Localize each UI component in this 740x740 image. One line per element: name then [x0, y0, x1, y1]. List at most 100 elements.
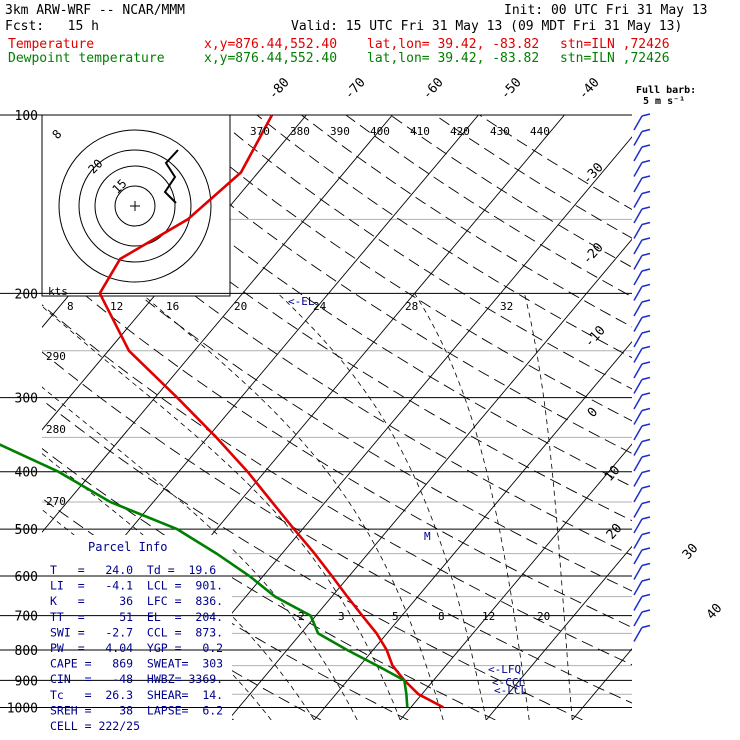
wind-barb-staff	[633, 472, 643, 487]
mixing-ratio-label-bottom: 2	[298, 610, 305, 623]
isotherm	[485, 545, 632, 720]
mixing-ratio-label-top: 12	[110, 300, 123, 313]
barb-legend-line2: 5 m s⁻¹	[643, 96, 685, 107]
wind-barb-flag	[641, 469, 651, 474]
isotherm-label-right: -30	[580, 160, 607, 187]
isotherm-label-top: -50	[498, 75, 525, 102]
wind-barb-flag	[641, 113, 651, 117]
legend-temperature: Temperature	[8, 37, 95, 52]
wind-barb-flag	[641, 159, 651, 164]
dry-adiabat	[42, 304, 632, 666]
isotherm	[313, 340, 632, 720]
dew-latlon: lat,lon= 39.42, -83.82	[367, 51, 540, 66]
isotherm	[42, 115, 393, 533]
wind-barb-staff	[633, 208, 643, 224]
pressure-tick-label: 900	[15, 674, 38, 689]
wind-barb-staff	[633, 534, 643, 549]
init-time: Init: 00 UTC Fri 31 May 13	[504, 3, 708, 18]
theta-label: 400	[370, 125, 390, 138]
hodograph	[58, 129, 212, 283]
wind-barb-flag	[641, 299, 651, 303]
parcel-info-row: SREH = 38 LAPSE= 6.2	[50, 703, 223, 717]
parcel-info-row: SWI = -2.7 CCL = 873.	[50, 625, 223, 639]
isotherm-label-top: -40	[576, 75, 603, 102]
mixing-ratio-label-bottom: 20	[537, 610, 550, 623]
profile-dewpoint-temperature	[0, 443, 409, 708]
pressure-tick-label: 400	[15, 466, 38, 481]
parcel-info-row: K = 36 LFC = 836.	[50, 594, 223, 608]
wind-barb-staff	[633, 611, 643, 627]
moist-adiabat	[524, 293, 573, 720]
m-marker: M	[424, 530, 431, 543]
dry-adiabat	[42, 399, 583, 720]
parcel-info-row: CAPE = 869 SWEAT= 303	[50, 657, 223, 671]
wind-barb-staff	[633, 177, 643, 193]
theta-label-left: 270	[46, 495, 66, 508]
wind-barb-staff	[633, 193, 643, 208]
wind-barb-flag	[641, 438, 651, 443]
isotherm-label-right: 20	[604, 521, 626, 543]
moist-adiabat	[277, 293, 487, 720]
moist-adiabat	[414, 293, 530, 720]
wind-barb-flag	[641, 144, 651, 148]
pressure-tick-label: 700	[15, 610, 38, 625]
wind-barb-flag	[641, 624, 651, 629]
wind-barb-flag	[641, 252, 651, 257]
dry-adiabat	[301, 115, 632, 328]
wind-barb-flag	[641, 454, 651, 458]
isotherm	[399, 443, 632, 720]
hodograph-ring	[94, 165, 176, 247]
theta-label: 380	[290, 125, 310, 138]
wind-barb-flag	[641, 314, 651, 319]
wind-barb-flag	[641, 190, 651, 195]
wind-barb-flag	[641, 221, 651, 226]
barb-legend-line1: Full barb:	[636, 85, 696, 96]
moist-adiabat	[42, 305, 401, 720]
wind-barb-flag	[641, 361, 651, 365]
hodograph-trace	[163, 149, 179, 204]
wind-barb-flag	[641, 531, 651, 536]
isotherm-label-top: -80	[266, 75, 293, 102]
pressure-tick-label: 1000	[7, 701, 38, 716]
wind-barb-staff	[633, 363, 643, 379]
wind-barb-staff	[633, 441, 643, 456]
wind-barb-staff	[633, 518, 643, 534]
wind-barb-staff	[633, 379, 643, 394]
theta-label-left: 280	[46, 423, 66, 436]
wind-barb-staff	[633, 503, 643, 518]
parcel-info-row: CIN = -48 HWBZ= 3369.	[50, 672, 223, 686]
isotherm-label-right: -20	[580, 240, 607, 267]
valid-time: Valid: 15 UTC Fri 31 May 13 (09 MDT Fri …	[291, 19, 683, 34]
parcel-info-row: LI = -4.1 LCL = 901.	[50, 579, 223, 593]
mixing-ratio-label-top: 8	[67, 300, 74, 313]
mixing-ratio-label-bottom: 5	[392, 610, 399, 623]
wind-barb-staff	[633, 596, 643, 611]
isotherm-label-top: -70	[342, 75, 369, 102]
wind-barb-staff	[633, 332, 643, 348]
parcel-info-row: Tc = 26.3 SHEAR= 14.	[50, 688, 223, 702]
isotherm	[42, 115, 49, 124]
isotherm-label-right: 10	[602, 463, 624, 485]
lfc-marker: <-LFQ	[488, 663, 521, 676]
theta-label: 420	[450, 125, 470, 138]
pressure-tick-label: 200	[15, 287, 38, 302]
wind-barb-flag	[641, 268, 651, 272]
isotherm-label-right: -10	[582, 323, 609, 350]
mixing-ratio-label-top: 20	[234, 300, 247, 313]
wind-barb-staff	[633, 317, 643, 332]
isotherm-label-right: 30	[680, 541, 702, 563]
wind-barb-flag	[641, 283, 651, 288]
wind-barb-flag	[641, 175, 651, 179]
pressure-tick-label: 600	[15, 570, 38, 585]
parcel-info-row: TT = 51 EL = 204.	[50, 610, 223, 624]
dry-adiabat	[78, 115, 632, 488]
wind-barb-staff	[633, 565, 643, 580]
mixing-ratio-label-top: 16	[166, 300, 179, 313]
profile-temperature	[98, 114, 445, 709]
dry-adiabat	[42, 212, 632, 592]
dry-adiabat	[42, 447, 496, 720]
dry-adiabat	[42, 166, 632, 556]
wind-barbs	[633, 113, 651, 642]
mixing-ratio-label-bottom: 3	[338, 610, 345, 623]
pressure-tick-label: 300	[15, 392, 38, 407]
